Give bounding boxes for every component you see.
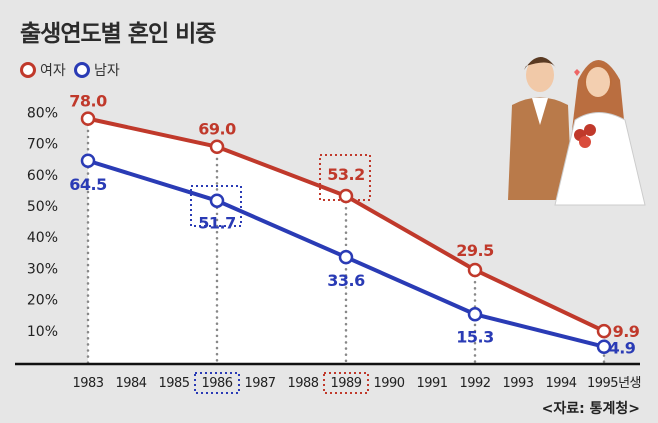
x-tick-label: 1991: [416, 376, 447, 391]
legend-female: 여자: [20, 60, 66, 80]
couple-illustration: [508, 56, 646, 206]
data-label-male: 64.5: [69, 175, 107, 194]
y-tick-label: 60%: [27, 168, 58, 184]
data-point-female: [596, 323, 612, 339]
x-tick-label: 1986: [201, 376, 232, 391]
data-label-female: 9.9: [613, 322, 640, 341]
highlight-1989-box: [323, 372, 369, 394]
data-label-male: 4.9: [609, 339, 636, 358]
data-point-female: [467, 262, 483, 278]
data-label-male: 33.6: [327, 271, 365, 290]
x-tick-label: 1992: [459, 376, 490, 391]
data-label-female: 69.0: [198, 120, 236, 139]
data-point-female: [80, 111, 96, 126]
y-tick-label: 20%: [27, 293, 58, 309]
data-label-female: 29.5: [456, 241, 494, 260]
data-point-male: [467, 307, 483, 322]
data-label-male: 15.3: [456, 327, 493, 346]
x-tick-label: 1985: [158, 376, 189, 391]
data-label-female: 53.2: [327, 165, 364, 184]
source-note: <자료: 통계청>: [541, 401, 640, 417]
chart-title: 출생연도별 혼인 비중: [20, 21, 216, 47]
legend-male-label: 남자: [94, 63, 120, 79]
y-tick-label: 80%: [27, 105, 58, 121]
x-tick-label: 1993: [502, 376, 533, 391]
x-tick-label: 1995년생: [587, 376, 641, 391]
y-tick-label: 10%: [27, 324, 58, 340]
legend-female-label: 여자: [40, 63, 66, 79]
y-tick-label: 30%: [27, 261, 58, 277]
x-tick-label: 1990: [373, 376, 404, 391]
legend-female-marker: [20, 62, 36, 78]
data-point-male: [209, 193, 225, 208]
data-point-male: [338, 249, 354, 265]
data-label-male: 51.7: [198, 214, 235, 233]
highlight-51.7-box: [190, 185, 242, 227]
x-tick-label: 1987: [244, 376, 275, 391]
data-point-female: [209, 139, 225, 154]
data-point-female: [338, 188, 354, 204]
x-tick-label: 1994: [545, 376, 576, 391]
y-tick-label: 70%: [27, 137, 58, 153]
highlight-1986-box: [194, 372, 240, 394]
x-tick-label: 1988: [287, 376, 318, 391]
plot-area-fill: [88, 118, 604, 364]
legend-male-marker: [74, 62, 90, 78]
data-label-female: 78.0: [69, 92, 107, 111]
x-tick-label: 1984: [115, 376, 146, 391]
data-point-male: [596, 339, 612, 354]
x-tick-label: 1983: [72, 376, 103, 391]
y-tick-label: 40%: [27, 230, 58, 246]
legend-male: 남자: [74, 60, 120, 80]
y-tick-label: 50%: [27, 199, 58, 215]
data-point-male: [80, 153, 96, 169]
x-tick-label: 1989: [330, 376, 361, 391]
